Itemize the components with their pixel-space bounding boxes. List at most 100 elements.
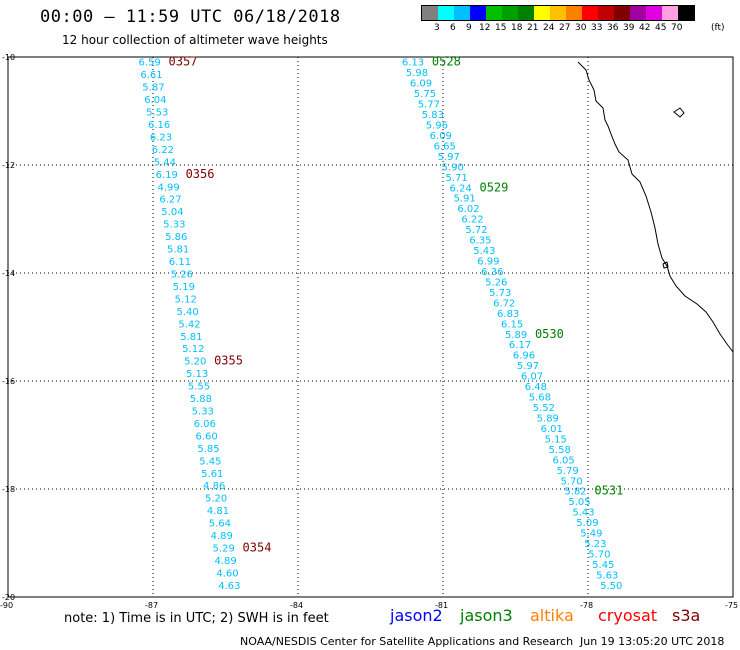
swh-value-label: 6.61 xyxy=(140,70,162,81)
map-subtitle: 12 hour collection of altimeter wave hei… xyxy=(62,33,328,47)
coastline-lake xyxy=(673,107,685,118)
swh-value-label: 5.33 xyxy=(163,220,185,231)
legend-swatch xyxy=(598,6,614,20)
coastline-path xyxy=(577,61,734,353)
legend-label: 18 xyxy=(511,23,523,33)
footer-credit: NOAA/NESDIS Center for Satellite Applica… xyxy=(240,635,574,648)
swh-value-label: 5.70 xyxy=(560,476,582,487)
legend-swatch xyxy=(454,6,470,20)
swh-value-label: 5.91 xyxy=(453,194,475,205)
legend-swatch xyxy=(550,6,566,20)
swh-value-label: 4.89 xyxy=(214,556,236,567)
swh-value-label: 5.97 xyxy=(438,152,460,163)
swh-value-label: 5.53 xyxy=(146,108,168,119)
satellite-cryosat: cryosat xyxy=(598,606,658,625)
legend-swatch xyxy=(678,6,694,20)
swh-value-label: 5.86 xyxy=(165,232,187,243)
swh-value-label: 6.09 xyxy=(430,131,452,142)
swh-value-label: 5.23 xyxy=(584,539,606,550)
swh-value-label: 5.40 xyxy=(176,307,198,318)
swh-value-label: 5.12 xyxy=(182,344,204,355)
legend-label: 12 xyxy=(479,23,491,33)
lon-tick-label: -87 xyxy=(145,601,158,610)
swh-value-label: 5.63 xyxy=(596,570,618,581)
swh-value-label: 6.24 xyxy=(449,183,471,194)
legend-swatch xyxy=(486,6,502,20)
legend-swatch xyxy=(502,6,518,20)
legend-swatch xyxy=(662,6,678,20)
swh-value-label: 6.83 xyxy=(497,309,519,320)
legend-swatch xyxy=(630,6,646,20)
footer-note: note: 1) Time is in UTC; 2) SWH is in fe… xyxy=(64,611,329,626)
pass-time-label: 0531 xyxy=(594,484,623,498)
swh-value-label: 4.81 xyxy=(207,506,229,517)
legend-label: 6 xyxy=(450,23,456,33)
swh-value-label: 5.83 xyxy=(422,110,444,121)
satellite-jason2: jason2 xyxy=(390,606,443,625)
lon-tick-label: -75 xyxy=(725,601,738,610)
legend-swatch xyxy=(422,6,438,20)
swh-value-label: 6.96 xyxy=(513,351,535,362)
swh-value-label: 4.63 xyxy=(218,581,240,592)
swh-value-label: 5.13 xyxy=(186,369,208,380)
lat-tick-label: -12 xyxy=(2,161,15,170)
legend-labels: 3 6 9 12 15 18 21 24 27 30 33 36 39 42 45 70 (ft) xyxy=(421,21,725,33)
swh-value-label: 6.65 xyxy=(434,141,456,152)
swh-value-label: 5.19 xyxy=(173,282,195,293)
swh-value-label: 6.59 xyxy=(139,58,161,69)
swh-value-label: 6.22 xyxy=(152,145,174,156)
swh-value-label: 5.82 xyxy=(564,487,586,498)
pass-time-label: 0357 xyxy=(169,55,198,69)
swh-value-label: 5.87 xyxy=(142,83,164,94)
swh-value-label: 5.20 xyxy=(205,494,227,505)
legend-label: 36 xyxy=(607,23,619,33)
lat-tick-label: -10 xyxy=(2,53,15,62)
swh-value-label: 5.12 xyxy=(175,294,197,305)
swh-value-label: 4.89 xyxy=(211,531,233,542)
lon-tick-label: -81 xyxy=(435,601,448,610)
legend-label: 45 xyxy=(655,23,667,33)
swh-value-label: 6.17 xyxy=(509,340,531,351)
legend-swatch xyxy=(438,6,454,20)
swh-value-label: 5.15 xyxy=(545,434,567,445)
legend-unit: (ft) xyxy=(711,23,725,33)
swh-value-label: 6.72 xyxy=(493,298,515,309)
swh-value-label: 5.64 xyxy=(209,519,231,530)
lat-tick-label: -16 xyxy=(2,377,15,386)
swh-value-label: 5.43 xyxy=(473,246,495,257)
altimeter-tracks: 6.596.615.876.045.536.166.236.225.446.19… xyxy=(139,55,624,592)
pass-time-label: 0530 xyxy=(535,327,564,341)
swh-value-label: 5.89 xyxy=(537,413,559,424)
legend-label: 42 xyxy=(639,23,651,33)
swh-value-label: 5.81 xyxy=(167,245,189,256)
swh-value-label: 5.55 xyxy=(188,382,210,393)
swh-value-label: 6.27 xyxy=(159,195,181,206)
swh-value-label: 5.98 xyxy=(406,68,428,79)
map-frame xyxy=(7,56,734,598)
pass-time-label: 0356 xyxy=(186,167,215,181)
swh-value-label: 5.05 xyxy=(568,497,590,508)
swh-value-label: 5.26 xyxy=(171,269,193,280)
swh-value-label: 6.11 xyxy=(169,257,191,268)
lat-tick-label: -20 xyxy=(2,593,15,602)
swh-value-label: 5.44 xyxy=(154,157,176,168)
legend-swatch xyxy=(534,6,550,20)
legend-label: 24 xyxy=(543,23,555,33)
coastline xyxy=(577,61,734,353)
swh-value-label: 5.20 xyxy=(184,357,206,368)
swh-value-label: 5.79 xyxy=(556,466,578,477)
satellite-jason3: jason3 xyxy=(460,606,513,625)
swh-value-label: 6.07 xyxy=(521,372,543,383)
legend-swatch xyxy=(566,6,582,20)
swh-value-label: 6.13 xyxy=(402,58,424,69)
swh-value-label: 5.75 xyxy=(414,89,436,100)
coastline-island xyxy=(662,261,669,269)
swh-value-label: 5.52 xyxy=(533,403,555,414)
swh-value-label: 6.15 xyxy=(501,319,523,330)
lat-tick-label: -18 xyxy=(2,485,15,494)
swh-value-label: 5.29 xyxy=(213,544,235,555)
legend-label: 15 xyxy=(495,23,507,33)
swh-value-label: 6.60 xyxy=(195,431,217,442)
swh-value-label: 5.45 xyxy=(592,560,614,571)
